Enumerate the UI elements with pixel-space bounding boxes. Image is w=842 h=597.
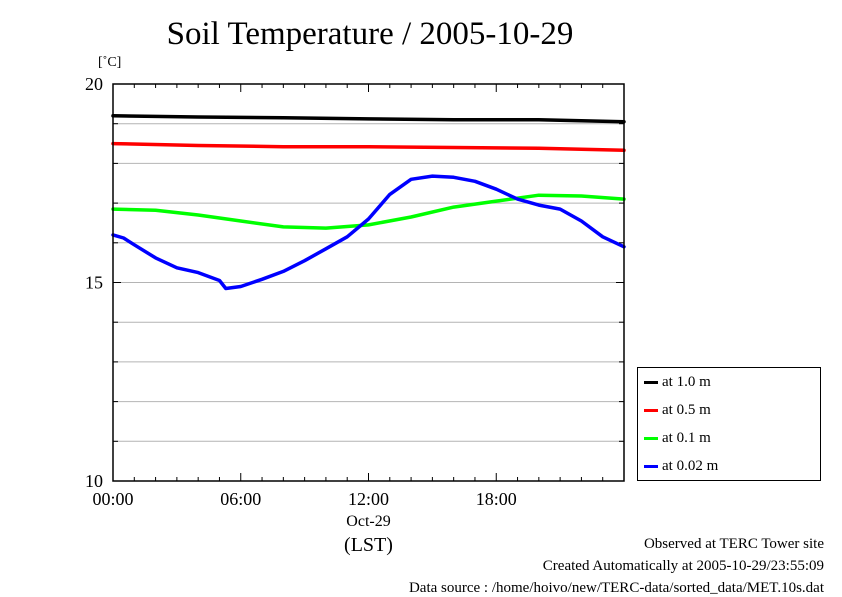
legend-item-0-02m: at 0.02 m bbox=[644, 456, 718, 476]
footer-site: Observed at TERC Tower site bbox=[643, 536, 824, 552]
chart-title: Soil Temperature / 2005-10-29 bbox=[166, 16, 574, 52]
legend-item-1m: at 1.0 m bbox=[644, 372, 711, 392]
date-label: Oct-29 bbox=[346, 513, 390, 530]
legend-label: at 0.1 m bbox=[662, 429, 711, 446]
legend-label: at 1.0 m bbox=[662, 373, 711, 390]
y-tick-label: 10 bbox=[85, 471, 103, 491]
legend-swatch bbox=[644, 464, 658, 468]
series-line bbox=[111, 141, 626, 153]
legend-label: at 0.02 m bbox=[662, 457, 719, 474]
series-lines bbox=[111, 114, 626, 291]
footer-source: Data source : /home/hoivo/new/TERC-data/… bbox=[408, 580, 824, 596]
series-line bbox=[111, 174, 626, 291]
y-tick-labels: 10 15 20 bbox=[85, 74, 103, 491]
x-tick-label: 00:00 bbox=[92, 489, 133, 509]
legend-swatch bbox=[644, 380, 658, 384]
legend: at 1.0 m at 0.5 m at 0.1 m at 0.02 m bbox=[637, 367, 821, 481]
x-tick-labels: 00:00 06:00 12:00 18:00 bbox=[92, 489, 516, 509]
y-tick-label: 15 bbox=[85, 273, 103, 293]
footer-created: Created Automatically at 2005-10-29/23:5… bbox=[542, 558, 824, 574]
legend-item-0-5m: at 0.5 m bbox=[644, 400, 711, 420]
series-line bbox=[111, 114, 626, 124]
x-tick-label: 06:00 bbox=[220, 489, 261, 509]
legend-item-0-1m: at 0.1 m bbox=[644, 428, 711, 448]
grid-lines bbox=[113, 123, 624, 442]
x-tick-label: 18:00 bbox=[476, 489, 517, 509]
legend-label: at 0.5 m bbox=[662, 401, 711, 418]
x-tick-label: 12:00 bbox=[348, 489, 389, 509]
axis-ticks bbox=[112, 83, 625, 482]
legend-swatch bbox=[644, 408, 658, 412]
series-line bbox=[111, 193, 626, 230]
legend-swatch bbox=[644, 436, 658, 440]
x-axis-label: (LST) bbox=[344, 534, 393, 556]
y-axis-unit: [˚C] bbox=[98, 55, 122, 70]
y-tick-label: 20 bbox=[85, 74, 103, 94]
